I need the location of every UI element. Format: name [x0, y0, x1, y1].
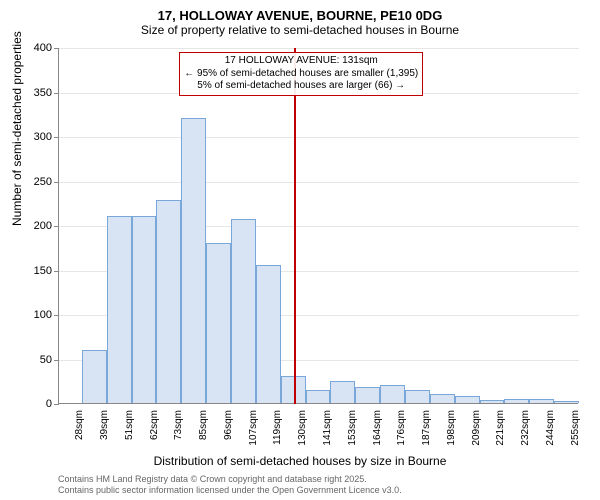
xtick-label: 221sqm: [495, 410, 506, 446]
bar: [206, 243, 231, 403]
xtick-label: 39sqm: [99, 410, 110, 440]
xtick-label: 85sqm: [198, 410, 209, 440]
bar: [480, 400, 505, 403]
bar: [504, 399, 529, 403]
ytick-label: 100: [12, 309, 52, 321]
ytick-label: 250: [12, 176, 52, 188]
xtick-label: 209sqm: [471, 410, 482, 446]
bar: [554, 401, 579, 403]
xtick-label: 164sqm: [372, 410, 383, 446]
bar: [306, 390, 331, 403]
bar: [156, 200, 181, 403]
x-axis-label: Distribution of semi-detached houses by …: [0, 454, 600, 468]
xtick-label: 119sqm: [272, 410, 283, 445]
ytick-label: 400: [12, 42, 52, 54]
bar: [256, 265, 281, 403]
ytick-label: 0: [12, 398, 52, 410]
xtick-label: 244sqm: [545, 410, 556, 446]
xtick-label: 153sqm: [347, 410, 358, 446]
xtick-label: 62sqm: [149, 410, 160, 440]
plot-region: 17 HOLLOWAY AVENUE: 131sqm ← 95% of semi…: [58, 48, 578, 404]
bar: [430, 394, 455, 403]
footer-line2: Contains public sector information licen…: [58, 485, 402, 496]
bar: [82, 350, 107, 403]
ytick-label: 200: [12, 220, 52, 232]
xtick-label: 130sqm: [297, 410, 308, 446]
bar: [355, 387, 380, 403]
bar: [330, 381, 355, 403]
xtick-label: 198sqm: [446, 410, 457, 446]
ytick-label: 150: [12, 265, 52, 277]
chart-area: 17 HOLLOWAY AVENUE: 131sqm ← 95% of semi…: [58, 48, 578, 404]
y-axis-label: Number of semi-detached properties: [10, 31, 24, 226]
annotation-line1: 17 HOLLOWAY AVENUE: 131sqm: [184, 55, 418, 68]
ytick-label: 350: [12, 87, 52, 99]
xtick-label: 232sqm: [520, 410, 531, 446]
marker-line: [294, 48, 296, 404]
xtick-label: 28sqm: [74, 410, 85, 440]
xtick-label: 73sqm: [173, 410, 184, 440]
ytick-mark: [54, 404, 59, 405]
bar: [529, 399, 554, 403]
chart-subtitle: Size of property relative to semi-detach…: [0, 23, 600, 41]
footer-line1: Contains HM Land Registry data © Crown c…: [58, 474, 402, 485]
annotation-box: 17 HOLLOWAY AVENUE: 131sqm ← 95% of semi…: [179, 52, 423, 96]
footer: Contains HM Land Registry data © Crown c…: [58, 474, 402, 496]
bar: [107, 216, 132, 403]
xtick-label: 107sqm: [248, 410, 259, 446]
xtick-label: 96sqm: [223, 410, 234, 440]
ytick-label: 300: [12, 131, 52, 143]
bar: [455, 396, 480, 403]
xtick-label: 51sqm: [124, 410, 135, 440]
xtick-label: 255sqm: [570, 410, 581, 446]
annotation-line3: 5% of semi-detached houses are larger (6…: [184, 80, 418, 93]
bar: [281, 376, 306, 403]
xtick-label: 141sqm: [322, 410, 333, 446]
bar: [405, 390, 430, 403]
annotation-line2: ← 95% of semi-detached houses are smalle…: [184, 68, 418, 81]
xtick-label: 176sqm: [396, 410, 407, 446]
xtick-label: 187sqm: [421, 410, 432, 446]
bars-container: [59, 47, 579, 403]
bar: [231, 219, 256, 403]
bar: [132, 216, 157, 403]
bar: [181, 118, 206, 403]
chart-title: 17, HOLLOWAY AVENUE, BOURNE, PE10 0DG: [0, 0, 600, 23]
bar: [380, 385, 405, 403]
ytick-label: 50: [12, 354, 52, 366]
